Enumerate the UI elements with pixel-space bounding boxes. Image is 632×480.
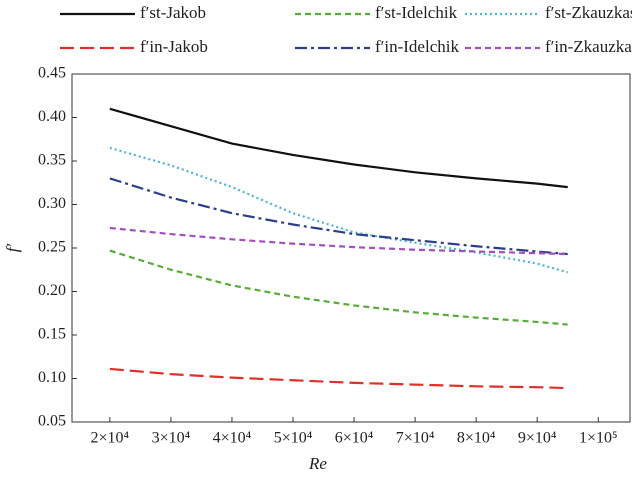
x-tick-label: 6×10⁴ [335,430,374,447]
y-tick-label: 0.35 [38,152,66,169]
series-line [109,146,569,274]
series-line [109,107,568,189]
y-axis-label: f′ [3,244,22,253]
legend-label: f′st-Zkauzkas [545,3,632,22]
x-tick-label: 5×10⁴ [274,430,313,447]
series-line [109,249,568,326]
y-tick-label: 0.20 [38,282,66,299]
x-tick-label: 1×10⁵ [579,430,618,447]
legend-label: f′in-Jakob [140,37,208,56]
series-line [109,367,568,390]
series-line [109,177,568,256]
y-tick-label: 0.30 [38,195,66,212]
legend-label: f′st-Idelchik [375,3,458,22]
legend-label: f′st-Jakob [140,3,206,22]
x-tick-label: 8×10⁴ [457,430,496,447]
series-line [109,226,568,256]
y-tick-label: 0.10 [38,369,66,386]
y-tick-label: 0.25 [38,239,66,256]
y-tick-label: 0.40 [38,108,66,125]
x-tick-label: 9×10⁴ [518,430,557,447]
x-tick-label: 2×10⁴ [91,430,130,447]
x-tick-label: 4×10⁴ [213,430,252,447]
legend-label: f′in-Idelchik [375,37,459,56]
y-tick-label: 0.45 [38,65,66,82]
x-axis-label: Re [308,454,327,473]
x-tick-label: 7×10⁴ [396,430,435,447]
y-tick-label: 0.05 [38,413,66,430]
x-tick-label: 3×10⁴ [152,430,191,447]
legend-label: f′in-Zkauzkas [545,37,632,56]
y-tick-label: 0.15 [38,326,66,343]
